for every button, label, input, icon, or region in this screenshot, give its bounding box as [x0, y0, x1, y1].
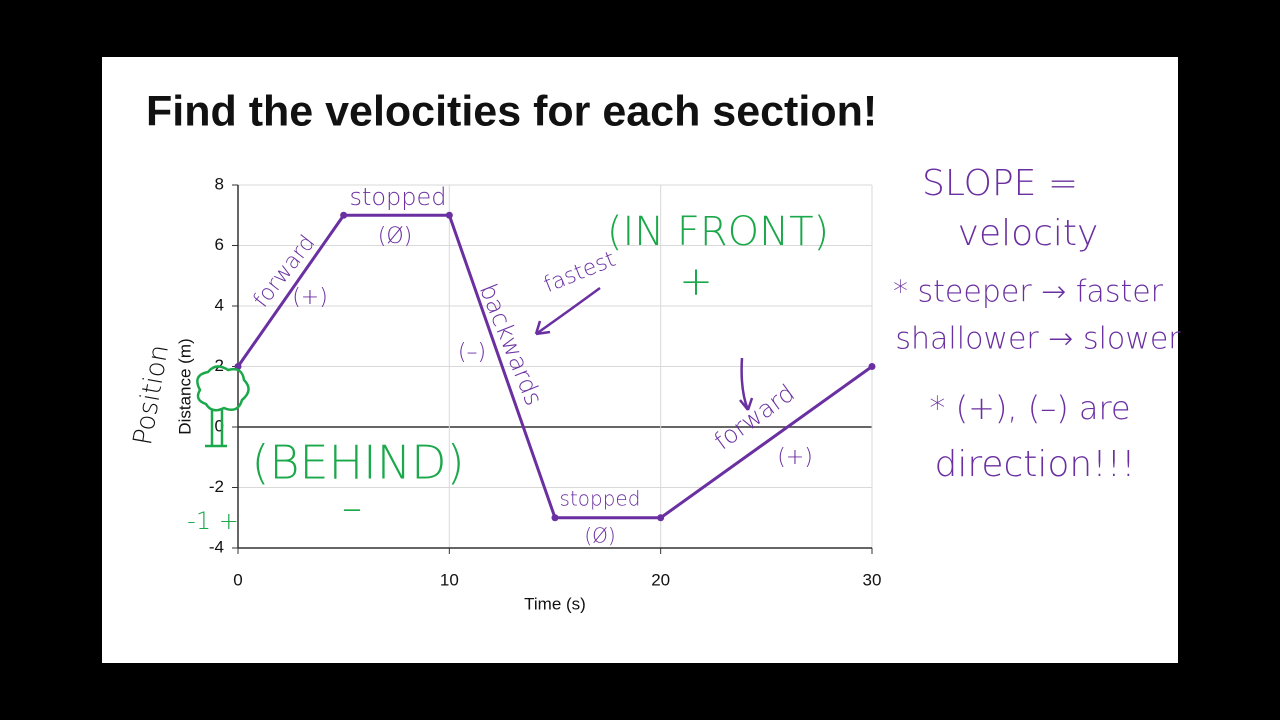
note: SLOPE = — [922, 163, 1078, 204]
x-tick-label: 20 — [651, 570, 670, 589]
arrow — [534, 286, 601, 336]
note: * (+), (–) are — [929, 389, 1130, 427]
annotation: (+) — [292, 285, 328, 310]
annotation: (IN FRONT) — [607, 209, 829, 255]
note: shallower → slower — [895, 322, 1181, 357]
annotation: (BEHIND) — [251, 436, 464, 490]
data-point — [657, 514, 665, 522]
x-tick-label: 30 — [863, 570, 882, 589]
slide-title: Find the velocities for each section! — [146, 87, 877, 135]
note: velocity — [958, 213, 1099, 254]
note: * steeper → faster — [893, 275, 1164, 310]
y-tick-label: 6 — [215, 235, 224, 254]
y-tick-label: -2 — [209, 477, 224, 496]
x-axis-label: Time (s) — [524, 594, 586, 613]
annotation: (–) — [458, 340, 486, 365]
y-axis-label: Distance (m) — [175, 338, 194, 434]
data-point — [445, 211, 453, 219]
annotation: + — [679, 259, 713, 305]
data-point — [551, 514, 559, 522]
annotation: stopped — [560, 487, 641, 511]
data-point — [868, 363, 876, 370]
slide — [102, 57, 1178, 663]
annotation: -1 + — [187, 507, 239, 535]
annotation: stopped — [349, 183, 446, 211]
arrow — [739, 357, 754, 411]
annotation: (Ø) — [378, 224, 412, 249]
y-tick-label: -4 — [209, 537, 224, 556]
x-tick-label: 10 — [440, 570, 459, 589]
data-point — [340, 211, 348, 219]
y-tick-label: 8 — [215, 174, 224, 193]
annotation: (Ø) — [584, 524, 615, 548]
y-tick-label: 4 — [215, 295, 224, 314]
annotation: (+) — [777, 445, 813, 470]
tree-doodle — [196, 365, 250, 448]
y-tick-label: 0 — [215, 416, 224, 435]
annotation: – — [342, 485, 362, 531]
note: direction!!! — [934, 444, 1135, 485]
data-line — [236, 213, 873, 520]
x-tick-label: 0 — [233, 570, 242, 589]
